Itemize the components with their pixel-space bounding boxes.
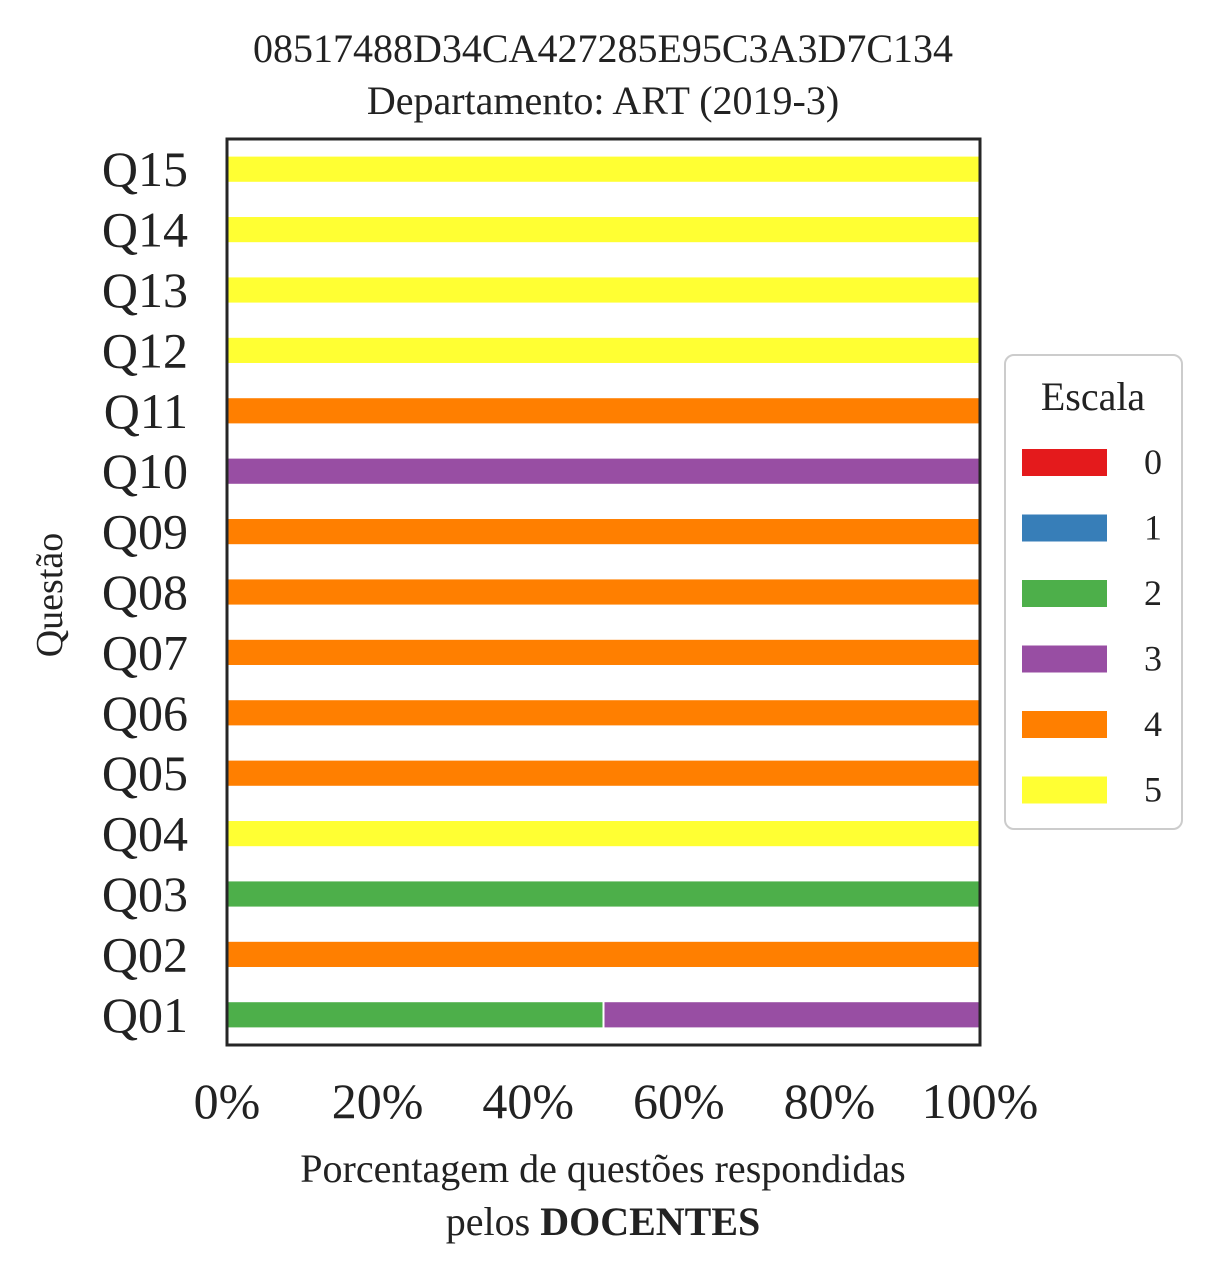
y-tick-label-q11: Q11 bbox=[104, 383, 188, 439]
bar-q09-scale-4 bbox=[226, 517, 981, 547]
bar-q01-scale-3 bbox=[602, 1000, 981, 1030]
bar-q07-scale-4 bbox=[226, 637, 981, 667]
y-tick-labels: Q01Q02Q03Q04Q05Q06Q07Q08Q09Q10Q11Q12Q13Q… bbox=[102, 141, 188, 1043]
legend: Escala 0 1 2 3 4 5 bbox=[1004, 354, 1183, 830]
bar-q02-scale-4 bbox=[226, 939, 981, 969]
y-tick-label-q08: Q08 bbox=[102, 564, 188, 620]
x-tick-label-1: 20% bbox=[332, 1073, 424, 1129]
bar-q13-scale-5 bbox=[226, 275, 981, 305]
legend-swatch-4 bbox=[1022, 711, 1107, 738]
legend-swatch-2 bbox=[1022, 580, 1107, 607]
x-tick-label-5: 100% bbox=[922, 1073, 1039, 1129]
y-tick-label-q13: Q13 bbox=[102, 262, 188, 318]
legend-swatch-5 bbox=[1022, 776, 1107, 804]
bar-q04-scale-5 bbox=[226, 819, 981, 849]
legend-title: Escala bbox=[1041, 374, 1146, 419]
y-tick-label-q15: Q15 bbox=[102, 141, 188, 197]
y-tick-label-q04: Q04 bbox=[102, 806, 188, 862]
bar-q10-scale-3 bbox=[226, 456, 981, 486]
x-axis-label-bold: DOCENTES bbox=[540, 1199, 760, 1244]
bar-q11-scale-4 bbox=[226, 396, 981, 426]
y-tick-label-q06: Q06 bbox=[102, 685, 188, 741]
plot-frame bbox=[225, 137, 982, 1047]
y-tick-label-q01: Q01 bbox=[102, 987, 188, 1043]
bar-q06-scale-4 bbox=[226, 698, 981, 728]
legend-swatch-0 bbox=[1022, 449, 1107, 476]
x-axis-label-line2: pelos DOCENTES bbox=[446, 1199, 761, 1244]
x-tick-label-3: 60% bbox=[633, 1073, 725, 1129]
bar-q05-scale-4 bbox=[226, 758, 981, 788]
bars-group bbox=[226, 154, 981, 1030]
bar-q01-scale-2 bbox=[226, 1000, 605, 1030]
chart-subtitle: Departamento: ART (2019-3) bbox=[367, 78, 839, 123]
legend-label-3: 3 bbox=[1144, 639, 1162, 679]
bar-q15-scale-5 bbox=[226, 154, 981, 184]
legend-swatch-1 bbox=[1022, 514, 1107, 542]
bar-q03-scale-2 bbox=[226, 879, 981, 909]
y-tick-label-q05: Q05 bbox=[102, 745, 188, 801]
legend-label-5: 5 bbox=[1144, 770, 1162, 810]
legend-items: 0 1 2 3 4 5 bbox=[1022, 442, 1162, 810]
legend-swatch-3 bbox=[1022, 645, 1107, 673]
y-tick-label-q10: Q10 bbox=[102, 443, 188, 499]
y-axis-label: Questão bbox=[29, 533, 71, 658]
y-tick-label-q03: Q03 bbox=[102, 866, 188, 922]
y-tick-label-q14: Q14 bbox=[102, 202, 188, 258]
x-tick-label-2: 40% bbox=[482, 1073, 574, 1129]
y-tick-label-q07: Q07 bbox=[102, 624, 188, 680]
legend-label-1: 1 bbox=[1144, 508, 1162, 548]
x-tick-label-0: 0% bbox=[194, 1073, 261, 1129]
chart-title: 08517488D34CA427285E95C3A3D7C134 bbox=[253, 26, 953, 71]
legend-label-0: 0 bbox=[1144, 442, 1162, 482]
bar-q08-scale-4 bbox=[226, 577, 981, 607]
y-tick-label-q02: Q02 bbox=[102, 926, 188, 982]
bar-q14-scale-5 bbox=[226, 215, 981, 245]
y-tick-label-q09: Q09 bbox=[102, 504, 188, 560]
x-tick-labels: 0% 20% 40% 60% 80% 100% bbox=[194, 1073, 1039, 1129]
x-tick-label-4: 80% bbox=[784, 1073, 876, 1129]
x-axis-label-line1: Porcentagem de questões respondidas bbox=[300, 1146, 905, 1191]
bar-q12-scale-5 bbox=[226, 335, 981, 365]
legend-label-2: 2 bbox=[1144, 573, 1162, 613]
y-tick-label-q12: Q12 bbox=[102, 322, 188, 378]
x-axis-label-prefix: pelos bbox=[446, 1199, 540, 1244]
legend-label-4: 4 bbox=[1144, 704, 1162, 744]
